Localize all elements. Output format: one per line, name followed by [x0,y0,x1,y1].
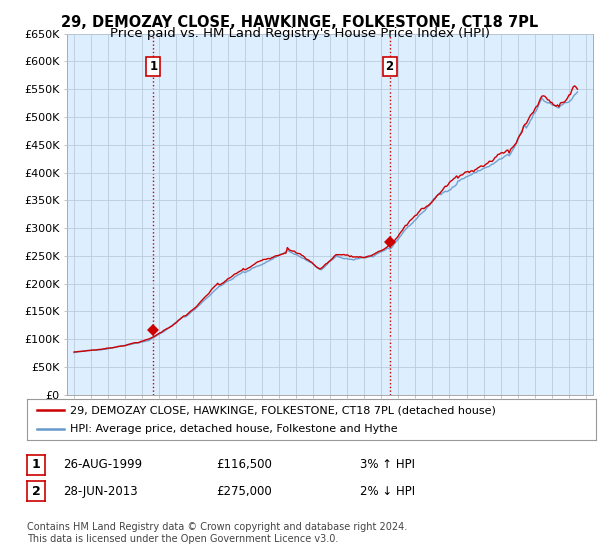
Text: £275,000: £275,000 [216,484,272,498]
Text: 28-JUN-2013: 28-JUN-2013 [63,484,137,498]
Text: 29, DEMOZAY CLOSE, HAWKINGE, FOLKESTONE, CT18 7PL (detached house): 29, DEMOZAY CLOSE, HAWKINGE, FOLKESTONE,… [70,405,496,415]
Text: 2: 2 [385,60,394,73]
Text: 2: 2 [32,484,40,498]
Text: Contains HM Land Registry data © Crown copyright and database right 2024.
This d: Contains HM Land Registry data © Crown c… [27,522,407,544]
Text: HPI: Average price, detached house, Folkestone and Hythe: HPI: Average price, detached house, Folk… [70,424,397,433]
Text: 26-AUG-1999: 26-AUG-1999 [63,458,142,472]
Text: 3% ↑ HPI: 3% ↑ HPI [360,458,415,472]
Text: 1: 1 [32,458,40,472]
Text: 1: 1 [149,60,157,73]
Text: Price paid vs. HM Land Registry's House Price Index (HPI): Price paid vs. HM Land Registry's House … [110,27,490,40]
Text: 29, DEMOZAY CLOSE, HAWKINGE, FOLKESTONE, CT18 7PL: 29, DEMOZAY CLOSE, HAWKINGE, FOLKESTONE,… [61,15,539,30]
Text: £116,500: £116,500 [216,458,272,472]
Text: 2% ↓ HPI: 2% ↓ HPI [360,484,415,498]
